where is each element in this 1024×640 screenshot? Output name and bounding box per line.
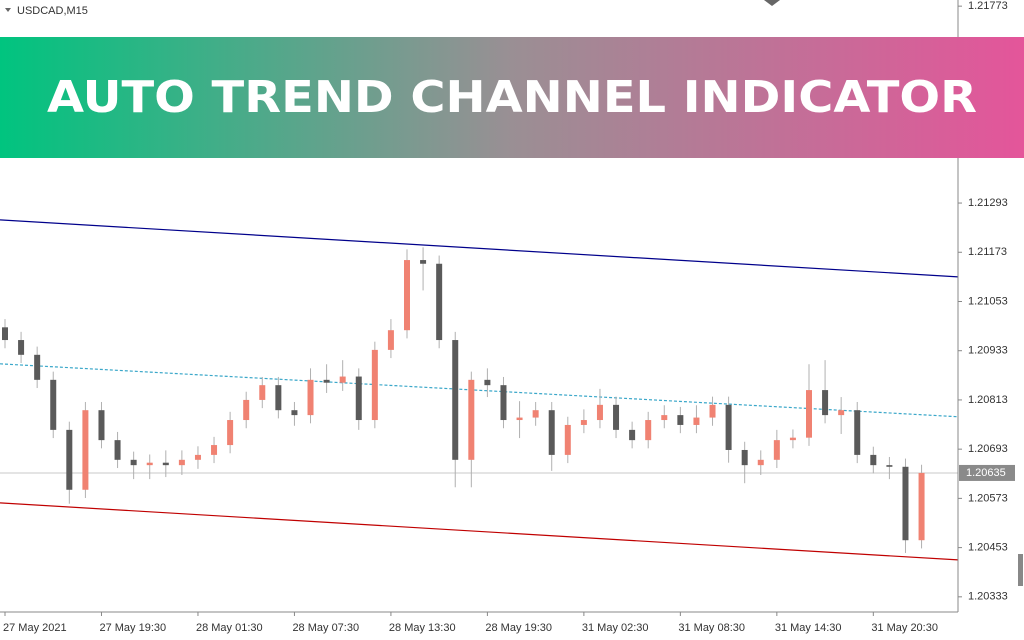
candle-body xyxy=(613,404,620,430)
candle-body xyxy=(564,424,571,455)
candle-body xyxy=(227,420,234,446)
current-price-box xyxy=(959,464,1015,481)
y-tick-label: 1.21173 xyxy=(968,246,1007,258)
candle-body xyxy=(596,404,603,421)
candle-body xyxy=(902,466,909,541)
x-tick-label: 31 May 14:30 xyxy=(775,622,842,634)
candle-body xyxy=(404,260,410,331)
candle-body xyxy=(34,354,41,380)
candle-body xyxy=(580,420,587,425)
y-tick-label: 1.20693 xyxy=(968,443,1008,455)
x-tick-label: 28 May 01:30 xyxy=(196,622,263,634)
x-tick-label: 31 May 20:30 xyxy=(871,622,938,634)
candle-body xyxy=(211,445,218,455)
candle-body xyxy=(420,260,427,264)
candle-body xyxy=(82,410,89,490)
candle-body xyxy=(677,415,684,425)
candle-body xyxy=(645,420,652,441)
banner xyxy=(0,37,1024,158)
x-tick-label: 28 May 07:30 xyxy=(292,622,359,634)
candle-body xyxy=(886,465,893,467)
channel-line xyxy=(0,363,959,418)
candle-body xyxy=(291,410,298,416)
candle-body xyxy=(484,379,491,386)
plot-area xyxy=(0,219,959,561)
candle-body xyxy=(50,379,57,430)
candle-body xyxy=(178,459,185,466)
candle-body xyxy=(371,349,378,421)
x-tick-label: 28 May 13:30 xyxy=(389,622,456,634)
candle-body xyxy=(709,404,716,418)
candle-body xyxy=(387,330,394,350)
candle-body xyxy=(114,440,121,460)
y-tick-label: 1.20333 xyxy=(968,591,1008,603)
y-tick-label: 1.21053 xyxy=(968,295,1008,307)
channel-line xyxy=(0,219,959,278)
candle-body xyxy=(18,340,25,355)
candle-body xyxy=(661,415,668,421)
candle-body xyxy=(789,437,796,441)
candle-body xyxy=(243,399,250,421)
channel-line xyxy=(0,502,959,561)
candle-body xyxy=(323,379,330,383)
candle-body xyxy=(870,454,877,466)
y-tick-label: 1.20453 xyxy=(968,542,1008,554)
y-tick-label: 1.21773 xyxy=(968,0,1008,12)
candle-body xyxy=(516,417,523,421)
y-tick-label: 1.20933 xyxy=(968,345,1008,357)
candle-body xyxy=(130,459,137,466)
x-tick-label: 31 May 02:30 xyxy=(582,622,649,634)
candle-body xyxy=(806,390,812,438)
scrollbar xyxy=(1018,554,1023,586)
candle-body xyxy=(725,404,732,450)
candle-body xyxy=(854,410,861,455)
candle-body xyxy=(532,410,539,418)
candle-body xyxy=(500,385,507,421)
candle-body xyxy=(339,376,346,383)
scroll-marker xyxy=(764,0,780,6)
chart-title: USDCAD,M15 xyxy=(17,5,88,17)
candle-body xyxy=(918,472,925,541)
candle-body xyxy=(757,459,764,466)
candle-body xyxy=(194,454,201,460)
candle-body xyxy=(66,429,73,490)
symbol-arrow xyxy=(5,8,11,12)
current-price-label: 1.20635 xyxy=(966,467,1006,479)
candle-body xyxy=(822,390,829,416)
candle-body xyxy=(452,340,459,460)
candle-body xyxy=(693,417,700,425)
candle-body xyxy=(773,440,780,460)
candle-body xyxy=(436,263,443,341)
candle-body xyxy=(275,385,282,411)
candle-body xyxy=(259,385,266,400)
candle-body xyxy=(629,429,636,441)
y-tick-label: 1.20573 xyxy=(968,492,1008,504)
candle-body xyxy=(162,462,169,466)
candle-body xyxy=(741,449,748,466)
banner-title: AUTO TREND CHANNEL INDICATOR xyxy=(47,72,977,123)
candle-body xyxy=(307,379,314,416)
candle-body xyxy=(468,379,475,460)
x-tick-label: 28 May 19:30 xyxy=(485,622,552,634)
x-tick-label: 27 May 2021 xyxy=(3,622,67,634)
candle-body xyxy=(838,410,845,416)
x-tick-label: 31 May 08:30 xyxy=(678,622,745,634)
candle-body xyxy=(355,376,362,421)
y-tick-label: 1.21293 xyxy=(968,197,1008,209)
candle-body xyxy=(98,410,105,441)
candle-body xyxy=(2,327,8,341)
candle-body xyxy=(548,410,555,455)
y-tick-label: 1.20813 xyxy=(968,394,1008,406)
candle-body xyxy=(146,462,153,466)
x-tick-label: 27 May 19:30 xyxy=(99,622,166,634)
